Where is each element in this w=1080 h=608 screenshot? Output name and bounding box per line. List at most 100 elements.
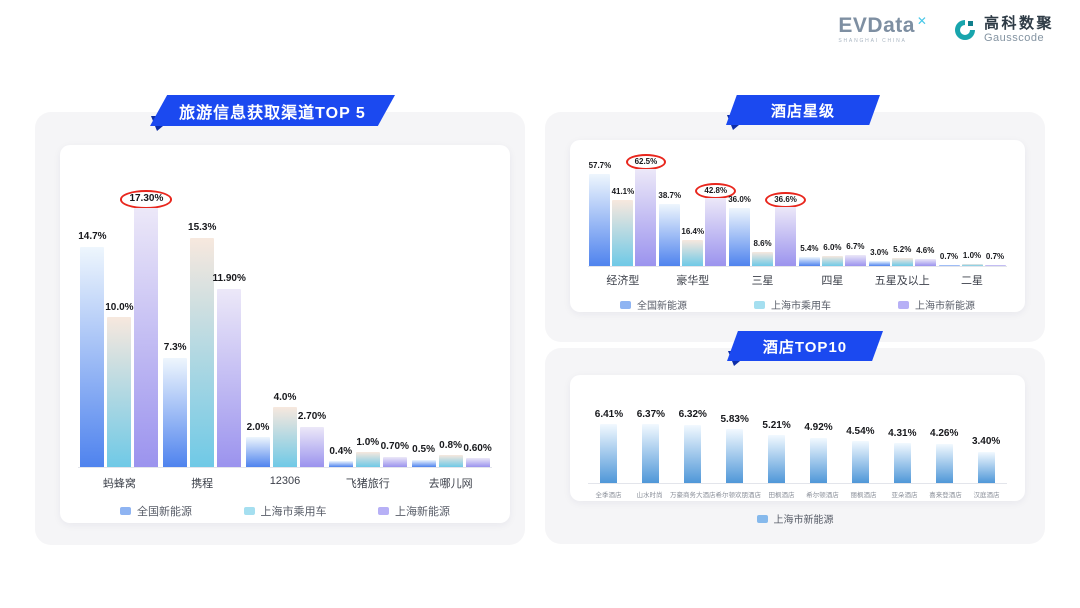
bar-group: 5.83% (714, 391, 756, 483)
legend-item[interactable]: 上海市新能源 (898, 297, 975, 312)
bar (80, 246, 105, 467)
category-label: 经济型 (606, 275, 640, 287)
bar-group: 0.7% 1.0% 0.7% (937, 154, 1007, 266)
banner-ribbon (150, 95, 395, 126)
bar-column: 0.7% (984, 154, 1006, 266)
bar-column: 2.0% (245, 167, 270, 467)
bar-value-label: 6.7% (846, 242, 865, 252)
bar-value-label: 0.7% (985, 251, 1005, 261)
bar (328, 461, 353, 467)
bar-column: 4.6% (914, 154, 936, 266)
category-label: 五星及以上 (874, 275, 930, 287)
chart-title: 酒店TOP10 (762, 338, 848, 356)
category-label: 二星 (961, 275, 984, 287)
bar (768, 435, 786, 483)
bar-value-label: 0.7% (939, 251, 959, 261)
bar (705, 197, 727, 266)
evdata-logo: EVData ✕ SHANGHAI CHINA (838, 14, 927, 45)
chart-card: 6.41% 6.37% 6.32% 5.83% 5.21% 4.92% 4.54% 4.31%… (570, 375, 1025, 501)
bar-value-label: 5.83% (720, 413, 749, 425)
bar-value-label: 0.8% (439, 439, 462, 451)
category-label: 亚朵酒店 (891, 492, 918, 499)
plot-area: 57.7% 41.1% 62.5% 38.7% 16.4% 42.8% 36.0% 8.6% 3… (588, 154, 1007, 267)
bar (411, 459, 436, 467)
bar-value-label: 5.21% (762, 419, 791, 431)
legend-label: 上海市新能源 (915, 301, 975, 312)
bar (775, 207, 797, 266)
bar-group: 3.40% (965, 391, 1007, 483)
gausscode-g-icon (953, 18, 977, 42)
bar (682, 239, 704, 266)
bar-value-label: 36.0% (728, 195, 751, 205)
legend-label: 上海市乘用车 (260, 506, 327, 518)
bar-column: 2.70% (297, 167, 327, 467)
legend-label: 上海市新能源 (773, 515, 834, 526)
bar (245, 437, 270, 467)
plot-area: 6.41% 6.37% 6.32% 5.83% 5.21% 4.92% 4.54% 4.31%… (588, 391, 1007, 484)
category-label: 全季酒店 (595, 492, 622, 499)
category-label: 飞猪旅行 (345, 478, 390, 490)
bar (465, 458, 490, 467)
bar (851, 441, 869, 483)
bar (642, 424, 660, 483)
hotel-star-title-banner: 酒店星级 (726, 95, 880, 130)
bar-value-label: 3.0% (870, 248, 889, 258)
bar-column: 1.0% (961, 154, 983, 266)
bar-column: 6.7% (844, 154, 866, 266)
legend-swatch-icon (120, 507, 131, 515)
bar-column: 4.0% (272, 167, 297, 467)
category-label: 万豪商务大酒店 (670, 492, 716, 499)
bar-value-label: 4.26% (930, 428, 959, 440)
bar (752, 252, 774, 266)
bar (355, 452, 380, 467)
bar (935, 443, 953, 483)
bar-value-label: 4.92% (804, 422, 833, 434)
bar-column: 7.3% (163, 167, 188, 467)
chart-legend: 全国新能源 上海市乘用车 上海市新能源 (588, 297, 1007, 312)
legend-item[interactable]: 全国新能源 (620, 297, 687, 312)
category-label: 希尔顿酒店 (806, 492, 839, 499)
chart-title: 旅游信息获取渠道TOP 5 (179, 104, 366, 122)
bar-column: 62.5% (625, 154, 667, 266)
bar-value-label: 2.70% (297, 411, 327, 422)
evdata-logo-subtext: SHANGHAI CHINA (838, 38, 907, 45)
banner-ribbon (727, 331, 883, 361)
bar (844, 255, 866, 266)
bar (914, 258, 936, 266)
hotel-star-chart: 70%53%35%18%0% 57.7%41.1%62.5%38.7%16.4%… (545, 112, 1045, 342)
bar-group: 4.54% (839, 391, 881, 483)
bar-value-label: 15.3% (188, 222, 217, 233)
bar-column: 5.83% (721, 391, 749, 483)
bar (798, 257, 820, 266)
bar (977, 451, 995, 483)
bar-column: 15.3% (188, 167, 217, 467)
bar-group: 0.4% 1.0% 0.70% (326, 167, 409, 467)
legend-swatch-icon (754, 300, 765, 309)
bar-group: 6.37% (630, 391, 672, 483)
evdata-logo-text: EVData (838, 14, 915, 38)
legend-item[interactable]: 上海市新能源 (756, 511, 834, 526)
category-label: 希尔顿欢朋酒店 (715, 492, 762, 499)
bar (612, 200, 634, 266)
legend-label: 上海新能源 (395, 506, 450, 518)
bar-value-label: 7.3% (163, 342, 187, 353)
bar-column: 5.21% (762, 391, 791, 483)
legend-item[interactable]: 上海市乘用车 (243, 503, 327, 519)
bar (684, 424, 702, 483)
legend-item[interactable]: 上海市乘用车 (754, 297, 831, 312)
bar-column: 6.41% (595, 391, 623, 483)
bar-group: 5.4% 6.0% 6.7% (797, 154, 867, 266)
bar-value-label: 6.37% (636, 408, 666, 420)
bar (659, 204, 681, 266)
bar-column: 38.7% (658, 154, 681, 266)
bar-column: 6.32% (679, 391, 707, 483)
category-label: 豪华型 (676, 275, 710, 287)
bar-column: 14.7% (78, 167, 107, 467)
bar-column: 1.0% (355, 167, 380, 467)
category-label: 田枫酒店 (768, 492, 795, 499)
legend-item[interactable]: 上海新能源 (378, 503, 450, 519)
bar (984, 264, 1006, 266)
bar-column: 3.40% (972, 391, 1000, 483)
bar-column: 57.7% (589, 154, 611, 266)
legend-item[interactable]: 全国新能源 (120, 503, 192, 519)
